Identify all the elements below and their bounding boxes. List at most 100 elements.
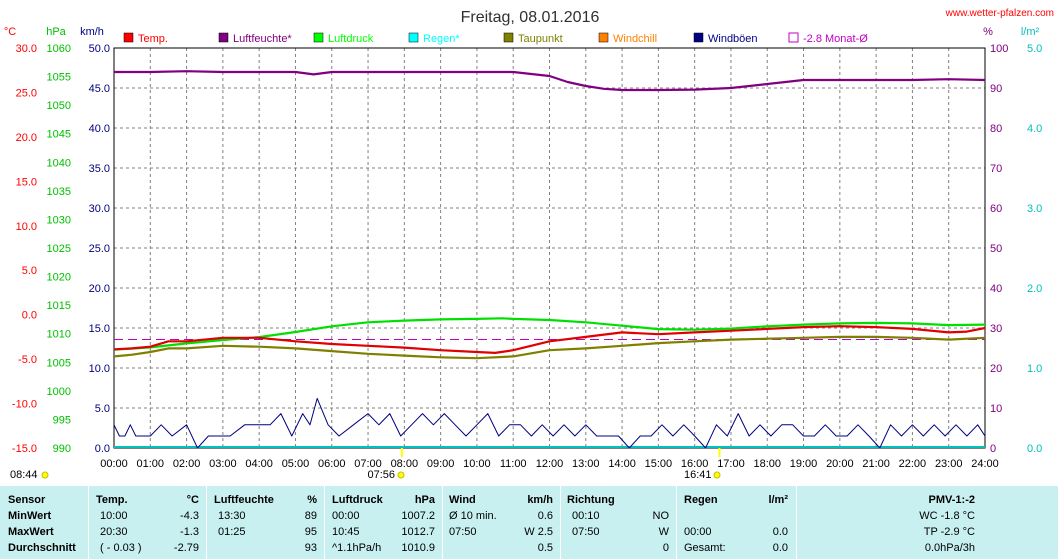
- grid: [113, 47, 986, 449]
- stats-pmv-value: 0.0hPa/3h: [924, 542, 975, 554]
- series-dewpoint-line: [113, 335, 986, 360]
- legend-swatch-1: [218, 32, 229, 43]
- stats-rain-value: 0.0: [772, 526, 788, 538]
- tick-wind_kmh-3: 35.0: [89, 163, 110, 175]
- tick-wind_kmh-9: 5.0: [95, 403, 110, 415]
- tick-x-2: 02:00: [173, 458, 201, 470]
- stats-separator-3: [442, 486, 443, 559]
- stats-wind-label: Ø 10 min.: [449, 510, 497, 522]
- tick-x-20: 20:00: [826, 458, 854, 470]
- stats-header-pmv: PMV-1:-2: [928, 494, 975, 506]
- tick-x-23: 23:00: [935, 458, 963, 470]
- stats-pressure-time: 10:45: [332, 526, 360, 538]
- tick-wind_kmh-6: 20.0: [89, 283, 110, 295]
- statistics-table: Sensor Temp. °C Luftfeuchte% Luftdruck hPa Win…: [0, 486, 1058, 559]
- stats-separator-1: [206, 486, 207, 559]
- series-gusts-line: [113, 397, 986, 449]
- tick-labels: 30.0 25.0 20.0 15.0 10.0 5.0 0.0 -5.0 -10.0 -15.0…: [12, 43, 1042, 470]
- legend-label-7: -2.8 Monat-Ø: [803, 33, 868, 45]
- legend-swatch-3: [408, 32, 419, 43]
- tick-pressure_hpa-5: 1035: [47, 186, 71, 198]
- stats-pressure-value: 1007.2: [401, 510, 435, 522]
- legend-label-3: Regen*: [423, 33, 460, 45]
- sunshine-icon: [41, 471, 49, 479]
- stats-humidity-time: 13:30: [218, 510, 246, 522]
- tick-x-1: 01:00: [137, 458, 165, 470]
- stats-header-direction: Richtung: [567, 494, 615, 506]
- stats-wind-value: 0.5: [537, 542, 553, 554]
- stats-direction-value: NO: [652, 510, 670, 522]
- tick-wind_kmh-4: 30.0: [89, 203, 110, 215]
- axis-unit-rain: l/m²: [1021, 26, 1040, 38]
- tick-rain_lm2-3: 2.0: [1027, 283, 1042, 295]
- tick-pressure_hpa-6: 1030: [47, 214, 71, 226]
- stats-row-label: Durchschnitt: [8, 542, 76, 554]
- tick-humidity_pct-4: 60: [990, 203, 1002, 215]
- tick-x-15: 15:00: [645, 458, 673, 470]
- stats-header-humidity-unit: %: [307, 494, 317, 506]
- tick-pressure_hpa-1: 1055: [47, 72, 71, 84]
- tick-wind_kmh-0: 50.0: [89, 43, 110, 55]
- stats-pmv-value: WC -1.8 °C: [919, 510, 975, 522]
- stats-rain-value: 0.0: [772, 542, 788, 554]
- stats-wind-value: 0.6: [537, 510, 553, 522]
- stats-direction-time: 07:50: [572, 526, 600, 538]
- series-humidity-line: [114, 70, 986, 92]
- stats-row-label: MaxWert: [8, 526, 54, 538]
- tick-humidity_pct-1: 90: [990, 83, 1002, 95]
- tick-temp_c-1: 25.0: [16, 87, 37, 99]
- tick-x-4: 04:00: [245, 458, 273, 470]
- chart-title: Freitag, 08.01.2016: [461, 9, 600, 26]
- tick-x-18: 18:00: [753, 458, 781, 470]
- tick-temp_c-6: 0.0: [22, 310, 37, 322]
- tick-pressure_hpa-7: 1025: [47, 243, 71, 255]
- legend-label-6: Windböen: [708, 33, 758, 45]
- axis-unit-temp: °C: [4, 26, 16, 38]
- stats-header-pressure-unit: hPa: [414, 494, 435, 506]
- tick-x-8: 08:00: [391, 458, 419, 470]
- tick-x-3: 03:00: [209, 458, 237, 470]
- axis-unit-pressure: hPa: [46, 26, 66, 38]
- stats-separator-0: [88, 486, 89, 559]
- tick-pressure_hpa-10: 1010: [47, 329, 71, 341]
- legend-label-2: Luftdruck: [328, 33, 374, 45]
- axis-unit-humidity: %: [983, 26, 993, 38]
- legend: Temp. Luftfeuchte* Luftdruck Regen* Taupunkt…: [123, 32, 868, 45]
- stats-separator-4: [560, 486, 561, 559]
- stats-separator-2: [324, 486, 325, 559]
- stats-header-wind: Wind: [449, 494, 476, 506]
- tick-wind_kmh-7: 15.0: [89, 323, 110, 335]
- tick-x-11: 11:00: [500, 458, 527, 470]
- stats-header-rain: Regen: [684, 494, 718, 506]
- tick-humidity_pct-2: 80: [990, 123, 1002, 135]
- legend-swatch-0: [123, 32, 134, 43]
- tick-temp_c-7: -5.0: [18, 354, 37, 366]
- sunrise-icon: [397, 471, 405, 479]
- stats-direction-value: W: [658, 526, 669, 538]
- stats-header-humidity: Luftfeuchte: [214, 494, 274, 506]
- series-group: [113, 70, 986, 449]
- stats-humidity-value: 89: [304, 510, 317, 522]
- sunset-time: 16:41: [684, 469, 712, 481]
- tick-pressure_hpa-14: 990: [53, 443, 71, 455]
- tick-temp_c-3: 15.0: [16, 176, 37, 188]
- stats-pressure-time: 00:00: [332, 510, 360, 522]
- tick-temp_c-2: 20.0: [16, 132, 37, 144]
- tick-x-12: 12:00: [536, 458, 564, 470]
- tick-pressure_hpa-9: 1015: [47, 300, 71, 312]
- tick-humidity_pct-7: 30: [990, 323, 1002, 335]
- stats-temp-time: ( - 0.03 ): [100, 542, 142, 554]
- tick-humidity_pct-9: 10: [990, 403, 1002, 415]
- tick-x-16: 16:00: [681, 458, 709, 470]
- stats-rain-time: 00:00: [684, 526, 712, 538]
- tick-rain_lm2-1: 4.0: [1027, 123, 1042, 135]
- tick-pressure_hpa-2: 1050: [47, 100, 71, 112]
- tick-rain_lm2-2: 3.0: [1027, 203, 1042, 215]
- tick-temp_c-5: 5.0: [22, 265, 37, 277]
- sun-markers: 07:56 16:41 08:44: [10, 448, 721, 481]
- sunshine-duration: 08:44: [10, 469, 38, 481]
- tick-x-6: 06:00: [318, 458, 346, 470]
- tick-x-10: 10:00: [463, 458, 491, 470]
- stats-pressure-time: ^1.1hPa/h: [332, 542, 382, 554]
- tick-rain_lm2-5: 0.0: [1027, 443, 1042, 455]
